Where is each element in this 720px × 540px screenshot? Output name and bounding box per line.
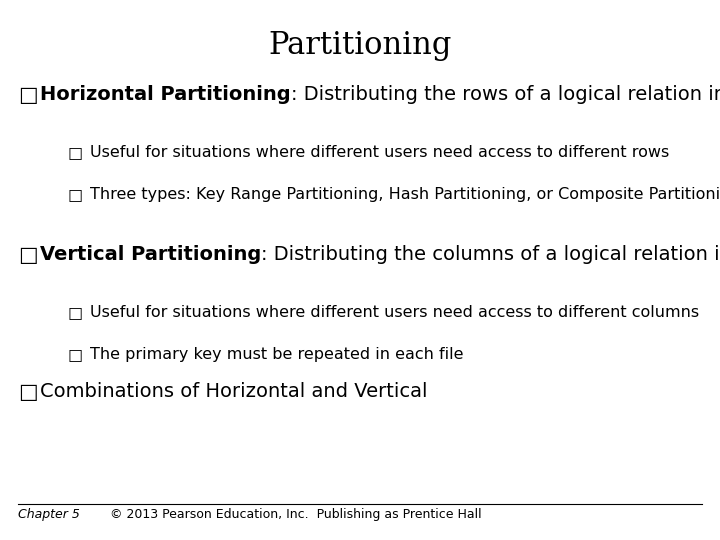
Text: Useful for situations where different users need access to different rows: Useful for situations where different us…: [90, 145, 670, 160]
Text: □: □: [18, 245, 37, 265]
Text: Horizontal Partitioning: Horizontal Partitioning: [40, 85, 291, 104]
Text: : Distributing the columns of a logical relation into several separate physical : : Distributing the columns of a logical …: [261, 245, 720, 264]
Text: © 2013 Pearson Education, Inc.  Publishing as Prentice Hall: © 2013 Pearson Education, Inc. Publishin…: [110, 508, 482, 521]
Text: □: □: [68, 305, 83, 320]
Text: □: □: [18, 85, 37, 105]
Text: □: □: [18, 382, 37, 402]
Text: Three types: Key Range Partitioning, Hash Partitioning, or Composite Partitionin: Three types: Key Range Partitioning, Has…: [90, 187, 720, 202]
Text: □: □: [68, 347, 83, 362]
Text: Combinations of Horizontal and Vertical: Combinations of Horizontal and Vertical: [40, 382, 428, 401]
Text: : Distributing the rows of a logical relation into several separate tables: : Distributing the rows of a logical rel…: [291, 85, 720, 104]
Text: Vertical Partitioning: Vertical Partitioning: [40, 245, 261, 264]
Text: The primary key must be repeated in each file: The primary key must be repeated in each…: [90, 347, 464, 362]
Text: Chapter 5: Chapter 5: [18, 508, 80, 521]
Text: Useful for situations where different users need access to different columns: Useful for situations where different us…: [90, 305, 699, 320]
Text: Partitioning: Partitioning: [269, 30, 451, 61]
Text: □: □: [68, 145, 83, 160]
Text: □: □: [68, 187, 83, 202]
